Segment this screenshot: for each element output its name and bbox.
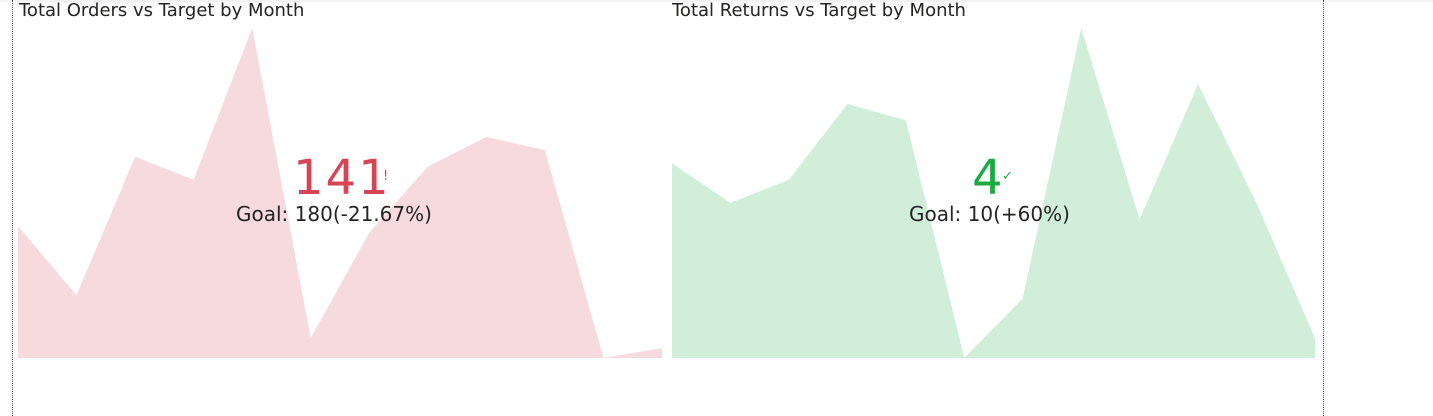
orders-kpi-title: Total Orders vs Target by Month [19, 0, 305, 21]
returns-area-series [672, 28, 1315, 358]
checkmark-icon: ✓ [1002, 169, 1013, 184]
orders-goal-delta: (-21.67%) [332, 202, 432, 226]
exclamation-icon: ! [383, 169, 389, 184]
orders-goal-label: Goal: 180 [236, 202, 333, 226]
orders-goal: Goal: 180(-21.67%) [236, 202, 432, 226]
orders-kpi-value: 141 [293, 150, 391, 206]
returns-kpi-title: Total Returns vs Target by Month [672, 0, 966, 21]
returns-kpi-value: 4 [972, 150, 1005, 206]
left-divider [12, 0, 13, 416]
right-divider [1323, 0, 1324, 416]
returns-goal: Goal: 10(+60%) [909, 202, 1070, 226]
orders-area-series [18, 28, 662, 358]
returns-goal-delta: (+60%) [993, 202, 1070, 226]
top-rule [0, 0, 1433, 2]
returns-goal-label: Goal: 10 [909, 202, 994, 226]
